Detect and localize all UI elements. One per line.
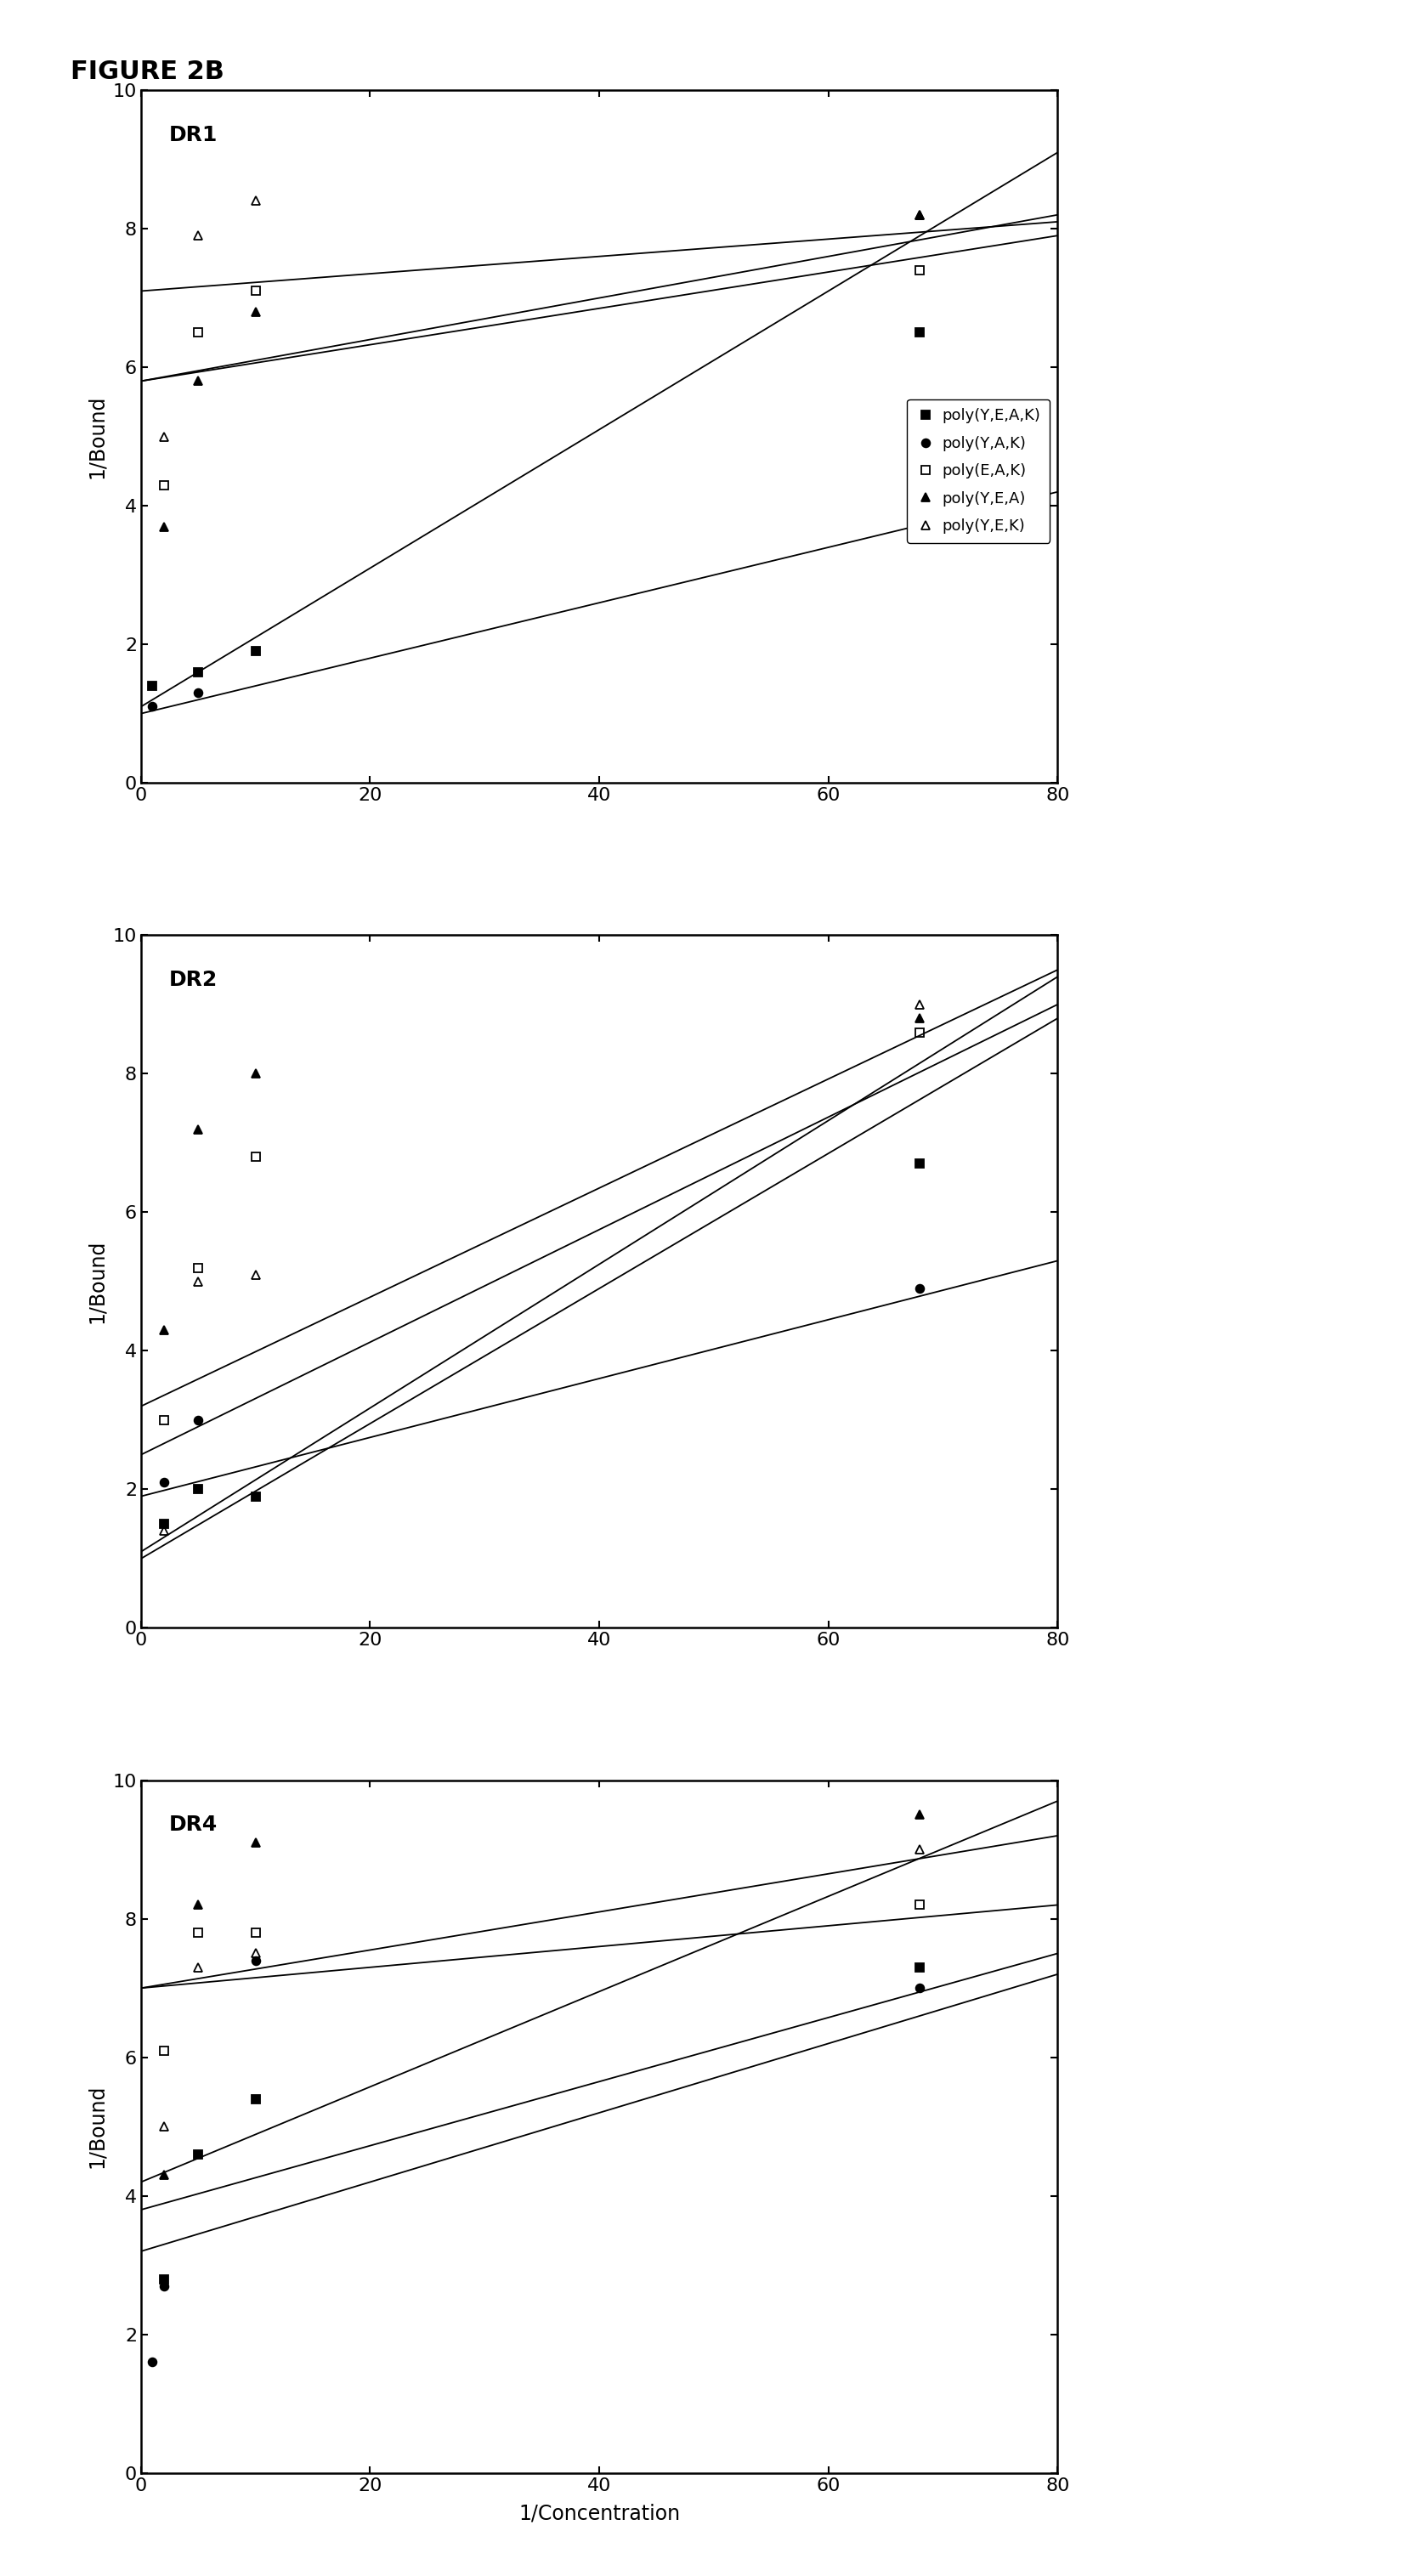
- Text: DR2: DR2: [169, 969, 217, 989]
- Text: DR4: DR4: [169, 1816, 217, 1834]
- Y-axis label: 1/Bound: 1/Bound: [86, 394, 107, 479]
- Y-axis label: 1/Bound: 1/Bound: [86, 1239, 107, 1324]
- X-axis label: 1/Concentration: 1/Concentration: [519, 2504, 680, 2524]
- Y-axis label: 1/Bound: 1/Bound: [86, 2084, 107, 2169]
- Legend: poly(Y,E,A,K), poly(Y,A,K), poly(E,A,K), poly(Y,E,A), poly(Y,E,K): poly(Y,E,A,K), poly(Y,A,K), poly(E,A,K),…: [907, 399, 1050, 544]
- Text: DR1: DR1: [169, 124, 217, 144]
- Text: FIGURE 2B: FIGURE 2B: [70, 59, 224, 85]
